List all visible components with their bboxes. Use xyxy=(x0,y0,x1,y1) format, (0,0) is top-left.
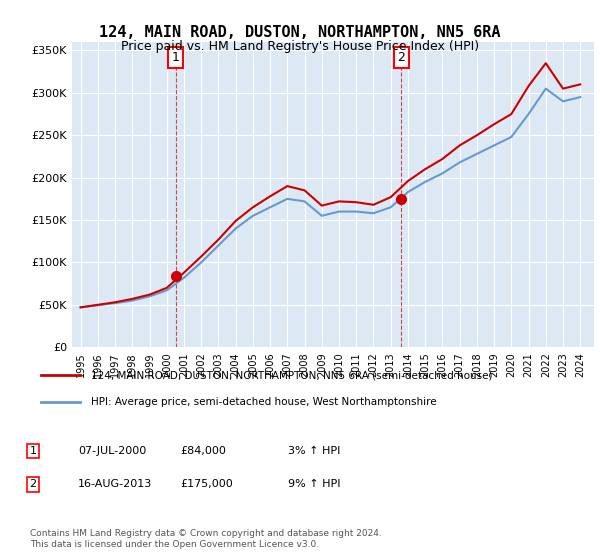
Text: 2: 2 xyxy=(397,51,406,64)
Text: £84,000: £84,000 xyxy=(180,446,226,456)
Text: 3% ↑ HPI: 3% ↑ HPI xyxy=(288,446,340,456)
Text: 07-JUL-2000: 07-JUL-2000 xyxy=(78,446,146,456)
Text: Price paid vs. HM Land Registry's House Price Index (HPI): Price paid vs. HM Land Registry's House … xyxy=(121,40,479,53)
Text: HPI: Average price, semi-detached house, West Northamptonshire: HPI: Average price, semi-detached house,… xyxy=(91,396,436,407)
Text: 16-AUG-2013: 16-AUG-2013 xyxy=(78,479,152,489)
Text: 9% ↑ HPI: 9% ↑ HPI xyxy=(288,479,341,489)
Text: 2: 2 xyxy=(29,479,37,489)
Text: 1: 1 xyxy=(172,51,179,64)
Text: £175,000: £175,000 xyxy=(180,479,233,489)
Text: 124, MAIN ROAD, DUSTON, NORTHAMPTON, NN5 6RA: 124, MAIN ROAD, DUSTON, NORTHAMPTON, NN5… xyxy=(99,25,501,40)
Text: Contains HM Land Registry data © Crown copyright and database right 2024.
This d: Contains HM Land Registry data © Crown c… xyxy=(30,529,382,549)
Text: 1: 1 xyxy=(29,446,37,456)
Text: 124, MAIN ROAD, DUSTON, NORTHAMPTON, NN5 6RA (semi-detached house): 124, MAIN ROAD, DUSTON, NORTHAMPTON, NN5… xyxy=(91,370,492,380)
